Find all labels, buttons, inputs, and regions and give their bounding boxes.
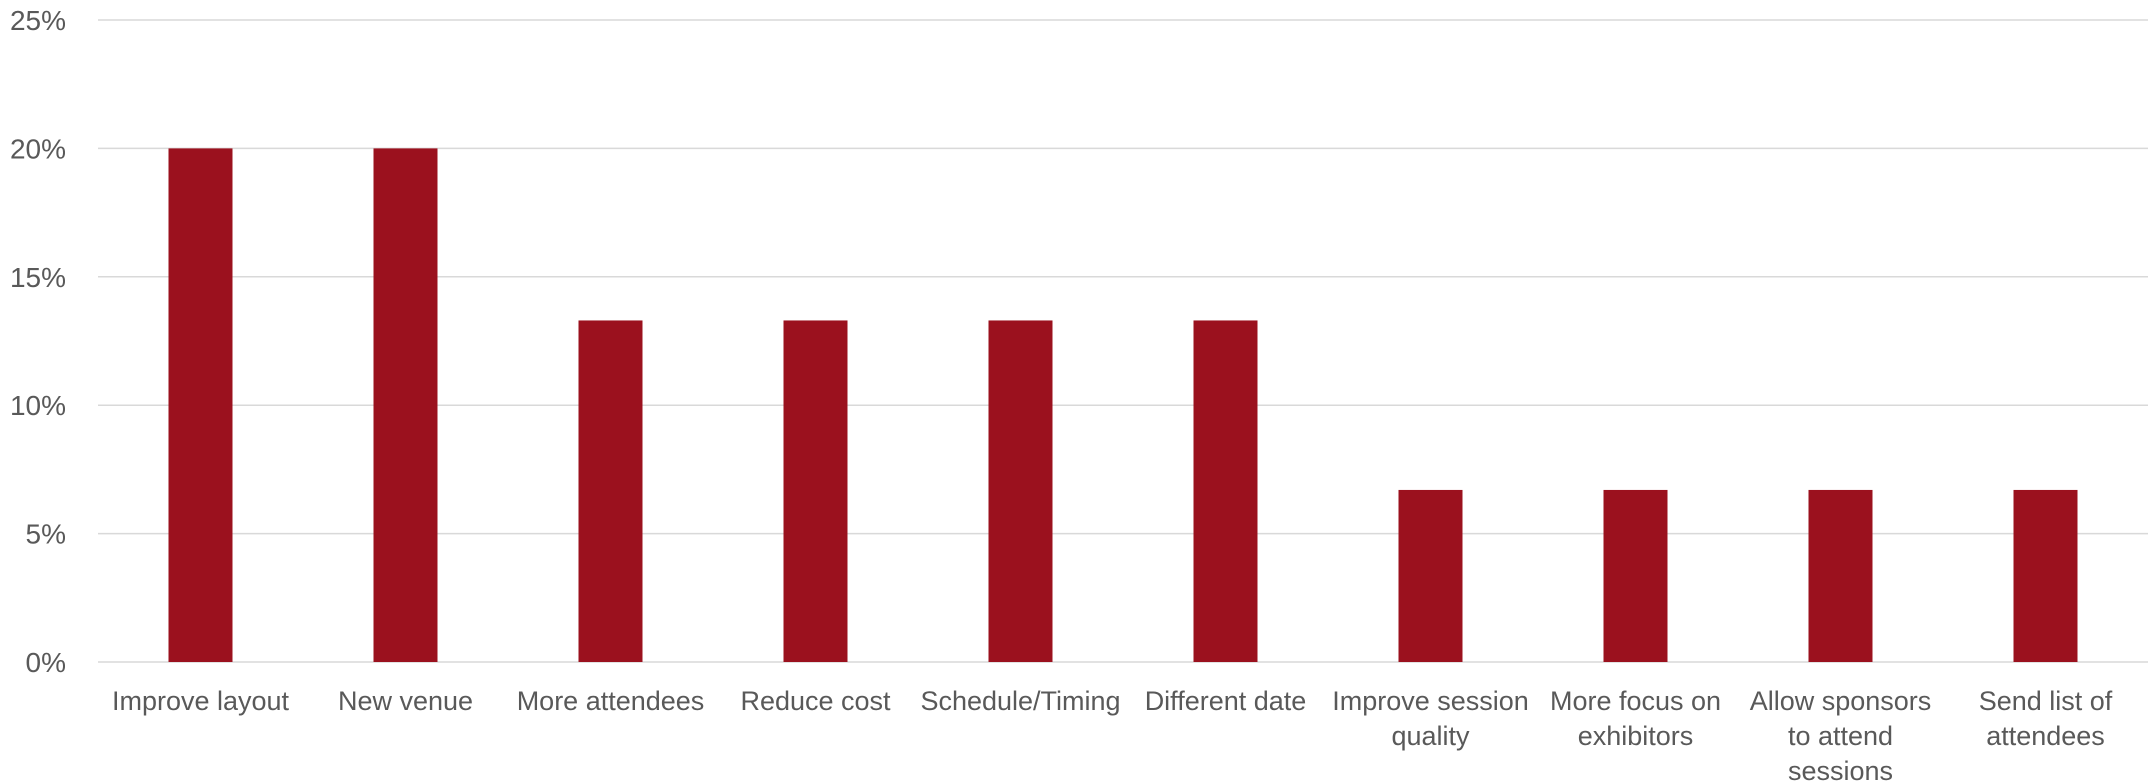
bar (578, 320, 643, 662)
x-category-label: New venue (338, 686, 473, 716)
y-axis-ticks: 0% 5% 10% 15% 20% 25% (10, 5, 66, 678)
y-tick-label: 15% (10, 262, 66, 293)
x-category-label: Improve session quality (1332, 686, 1529, 751)
bar (373, 148, 438, 662)
bars (168, 148, 2078, 662)
x-category-label: Different date (1145, 686, 1307, 716)
y-tick-label: 25% (10, 5, 66, 36)
x-category-label: Reduce cost (740, 686, 891, 716)
y-tick-label: 10% (10, 390, 66, 421)
y-tick-label: 20% (10, 133, 66, 164)
bar (168, 148, 233, 662)
y-tick-label: 0% (26, 647, 66, 678)
x-category-label: More attendees (517, 686, 705, 716)
grid-lines (98, 19, 2148, 663)
x-category-label: Schedule/Timing (920, 686, 1120, 716)
x-category-label: Allow sponsors to attend sessions (1750, 686, 1932, 784)
x-category-label: Send list of attendees (1979, 686, 2113, 751)
x-category-label: More focus on exhibitors (1550, 686, 1721, 751)
bar (1603, 489, 1668, 662)
bar (783, 320, 848, 662)
bar (2013, 489, 2078, 662)
bar (1398, 489, 1463, 662)
x-category-label: Improve layout (112, 686, 290, 716)
bar (1193, 320, 1258, 662)
bar (988, 320, 1053, 662)
bar (1808, 489, 1873, 662)
x-axis-labels: Improve layout New venue More attendees Red… (112, 686, 2113, 784)
y-tick-label: 5% (26, 519, 66, 550)
